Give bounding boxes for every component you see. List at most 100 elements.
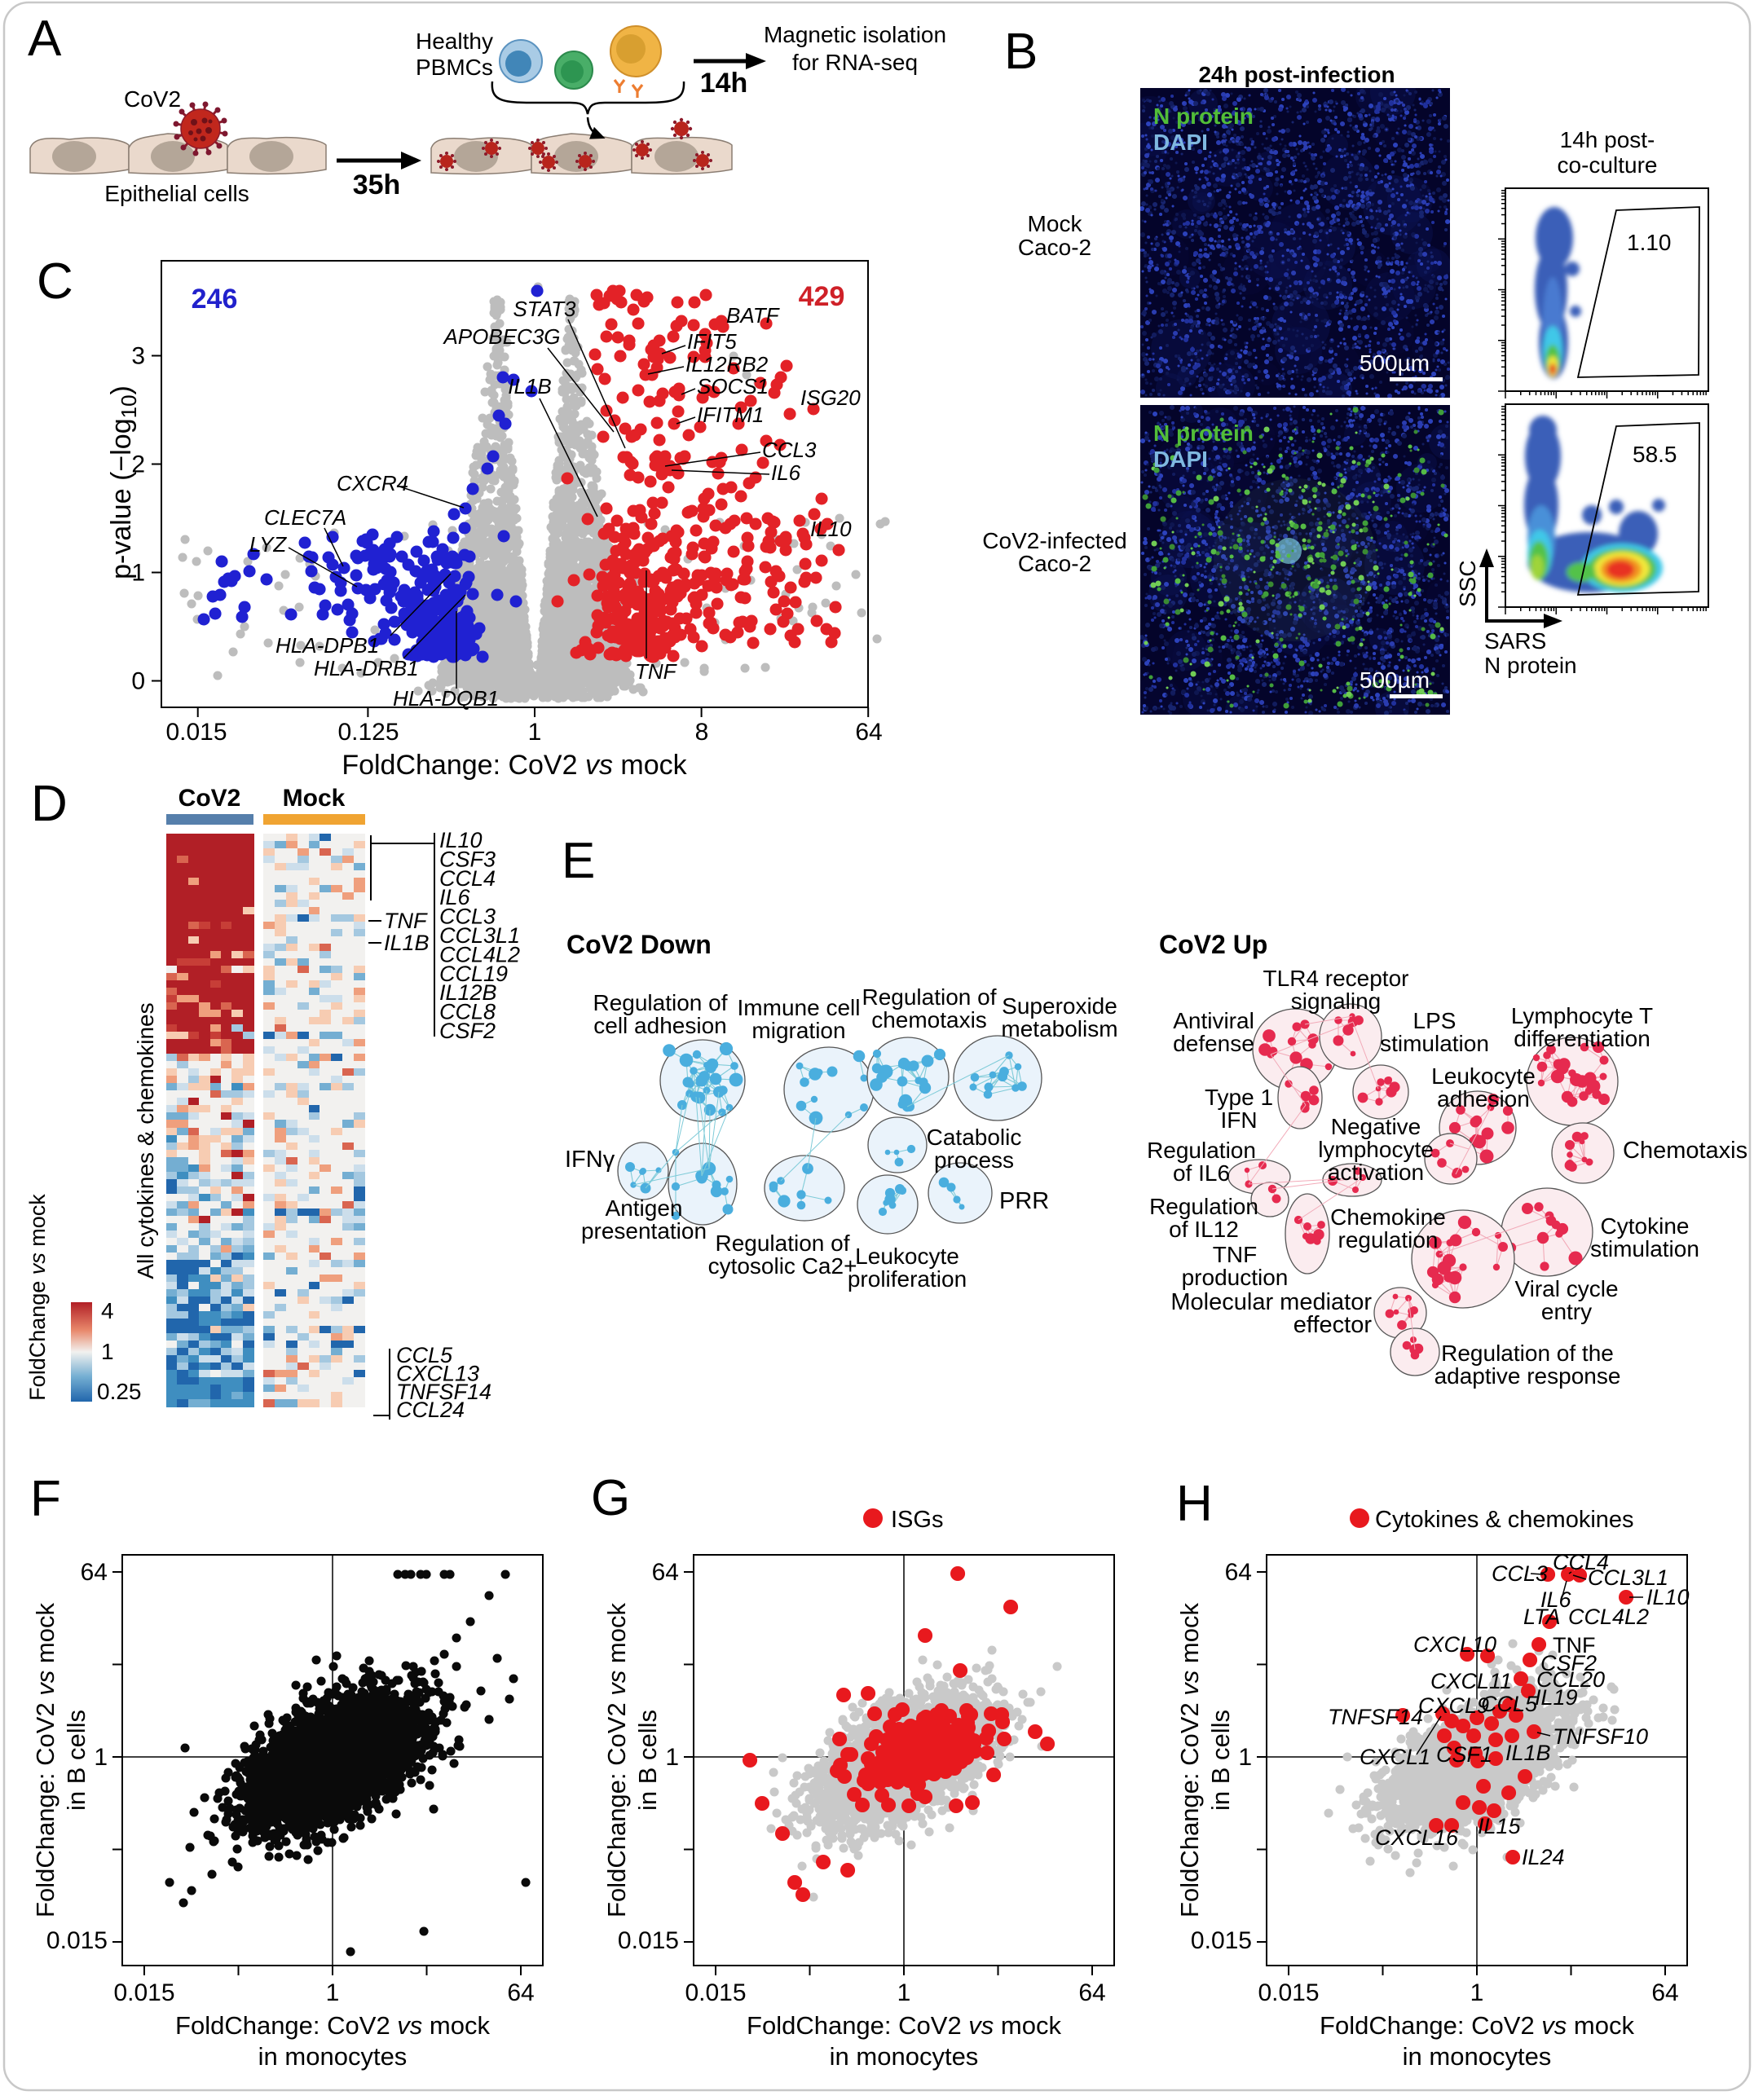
svg-text:1.10: 1.10 [1627, 230, 1672, 255]
svg-text:CCL4L2: CCL4L2 [439, 942, 520, 966]
svg-text:0.015: 0.015 [165, 719, 227, 746]
svg-text:LTA: LTA [1523, 1605, 1561, 1629]
svg-text:CCL19: CCL19 [439, 962, 508, 986]
svg-text:Magnetic isolation: Magnetic isolation [764, 22, 946, 47]
svg-text:in monocytes: in monocytes [258, 2042, 408, 2071]
svg-text:IL6: IL6 [771, 460, 801, 485]
svg-text:APOBEC3G: APOBEC3G [442, 324, 560, 349]
svg-text:Mock: Mock [1028, 211, 1083, 236]
svg-text:24h post-infection: 24h post-infection [1198, 62, 1395, 87]
svg-text:Mock: Mock [283, 785, 346, 812]
svg-text:ISG20: ISG20 [800, 385, 861, 410]
svg-text:E: E [562, 833, 595, 889]
svg-text:in B cells: in B cells [62, 1710, 90, 1811]
svg-text:CCL4: CCL4 [439, 866, 496, 891]
svg-text:TLR4 receptor: TLR4 receptor [1263, 966, 1409, 991]
svg-text:CSF2: CSF2 [439, 1019, 496, 1043]
svg-text:CoV2-infected: CoV2-infected [982, 528, 1126, 553]
svg-text:stimulation: stimulation [1380, 1031, 1489, 1056]
svg-text:IL6: IL6 [1540, 1587, 1572, 1612]
svg-text:FoldChange: CoV2 vs mock: FoldChange: CoV2 vs mock [602, 1603, 631, 1917]
svg-text:0.25: 0.25 [97, 1379, 142, 1404]
svg-text:CCL3L1: CCL3L1 [1588, 1565, 1668, 1590]
svg-text:N protein: N protein [1484, 653, 1577, 678]
svg-text:CXCL13: CXCL13 [396, 1361, 479, 1385]
svg-text:Cytokines & chemokines: Cytokines & chemokines [1375, 1507, 1634, 1533]
svg-text:1: 1 [326, 1979, 340, 2006]
svg-text:CCL20: CCL20 [1536, 1667, 1605, 1692]
svg-text:CSF1: CSF1 [1436, 1742, 1492, 1767]
svg-text:defense: defense [1173, 1031, 1254, 1056]
svg-text:entry: entry [1541, 1299, 1592, 1324]
svg-text:IFN: IFN [1220, 1107, 1257, 1133]
svg-text:Catabolic: Catabolic [927, 1125, 1022, 1150]
svg-text:1: 1 [665, 1744, 679, 1771]
svg-text:Regulation of: Regulation of [593, 990, 727, 1015]
svg-text:TNFSF14: TNFSF14 [396, 1380, 491, 1404]
svg-text:IL1B: IL1B [384, 931, 430, 955]
svg-text:FoldChange: CoV2 vs mock: FoldChange: CoV2 vs mock [1320, 2011, 1634, 2040]
svg-text:TNF: TNF [1213, 1242, 1257, 1267]
svg-text:Negative: Negative [1331, 1114, 1421, 1139]
svg-text:0.125: 0.125 [337, 719, 399, 746]
svg-text:0: 0 [131, 668, 145, 695]
svg-text:0.015: 0.015 [46, 1927, 108, 1954]
svg-text:process: process [934, 1147, 1014, 1173]
svg-text:IL10: IL10 [1646, 1585, 1690, 1609]
svg-text:TNF: TNF [1553, 1633, 1595, 1658]
svg-text:CCL5: CCL5 [396, 1343, 453, 1367]
svg-text:FoldChange: CoV2 vs mock: FoldChange: CoV2 vs mock [747, 2011, 1061, 2040]
svg-text:Antigen: Antigen [606, 1195, 683, 1221]
svg-text:differentiation: differentiation [1514, 1026, 1650, 1051]
svg-text:adaptive response: adaptive response [1434, 1363, 1621, 1389]
svg-text:CCL24: CCL24 [396, 1398, 465, 1422]
svg-text:500µm: 500µm [1360, 667, 1430, 693]
svg-text:FoldChange: CoV2 vs mock: FoldChange: CoV2 vs mock [1175, 1603, 1204, 1917]
svg-text:co-culture: co-culture [1558, 152, 1658, 178]
svg-text:CXCL9: CXCL9 [1418, 1693, 1489, 1718]
svg-text:4: 4 [101, 1298, 114, 1323]
svg-text:Viral cycle: Viral cycle [1514, 1276, 1618, 1301]
svg-text:Regulation: Regulation [1149, 1194, 1258, 1219]
svg-text:Regulation of: Regulation of [862, 984, 996, 1010]
svg-text:1: 1 [1238, 1744, 1252, 1771]
svg-text:64: 64 [1078, 1979, 1105, 2006]
svg-text:Caco-2: Caco-2 [1018, 551, 1091, 576]
svg-text:FoldChange: CoV2 vs mock: FoldChange: CoV2 vs mock [175, 2011, 490, 2040]
svg-text:adhesion: adhesion [1437, 1086, 1530, 1112]
svg-text:presentation: presentation [581, 1218, 707, 1244]
svg-text:CCL3L1: CCL3L1 [439, 923, 520, 948]
svg-text:64: 64 [81, 1559, 108, 1586]
svg-text:of IL12: of IL12 [1169, 1217, 1239, 1242]
svg-text:Leukocyte: Leukocyte [855, 1244, 959, 1269]
svg-text:CoV2: CoV2 [124, 86, 181, 112]
svg-text:D: D [31, 776, 68, 832]
svg-text:TNF: TNF [635, 659, 678, 684]
svg-text:Molecular mediator: Molecular mediator [1170, 1289, 1372, 1315]
svg-text:3: 3 [131, 343, 145, 370]
svg-text:1: 1 [101, 1339, 114, 1364]
svg-text:2: 2 [131, 451, 145, 478]
svg-text:LYZ: LYZ [249, 532, 287, 557]
svg-text:IL10: IL10 [439, 828, 483, 852]
svg-text:HLA-DPB1: HLA-DPB1 [275, 633, 379, 658]
svg-text:IL1B: IL1B [1505, 1741, 1551, 1765]
svg-text:All cytokines & chemokines: All cytokines & chemokines [133, 1002, 158, 1279]
svg-text:B: B [1004, 24, 1038, 80]
svg-text:CCL4L2: CCL4L2 [1568, 1605, 1649, 1629]
svg-text:HLA-DQB1: HLA-DQB1 [393, 686, 499, 711]
svg-text:IL19: IL19 [1535, 1685, 1578, 1710]
svg-text:Antiviral: Antiviral [1173, 1008, 1254, 1033]
svg-text:IL12B: IL12B [439, 980, 497, 1005]
svg-text:A: A [28, 11, 62, 67]
svg-text:Chemokine: Chemokine [1330, 1204, 1446, 1230]
svg-text:STAT3: STAT3 [513, 297, 576, 321]
svg-text:Caco-2: Caco-2 [1018, 235, 1091, 260]
svg-text:CXCL1: CXCL1 [1360, 1745, 1430, 1769]
svg-text:CXCL10: CXCL10 [1413, 1632, 1496, 1657]
svg-text:FoldChange: CoV2 vs mock: FoldChange: CoV2 vs mock [31, 1603, 59, 1917]
svg-text:SARS: SARS [1484, 628, 1546, 654]
svg-text:429: 429 [799, 281, 845, 312]
svg-text:IFIT5: IFIT5 [687, 329, 737, 354]
svg-text:N protein: N protein [1153, 103, 1254, 129]
